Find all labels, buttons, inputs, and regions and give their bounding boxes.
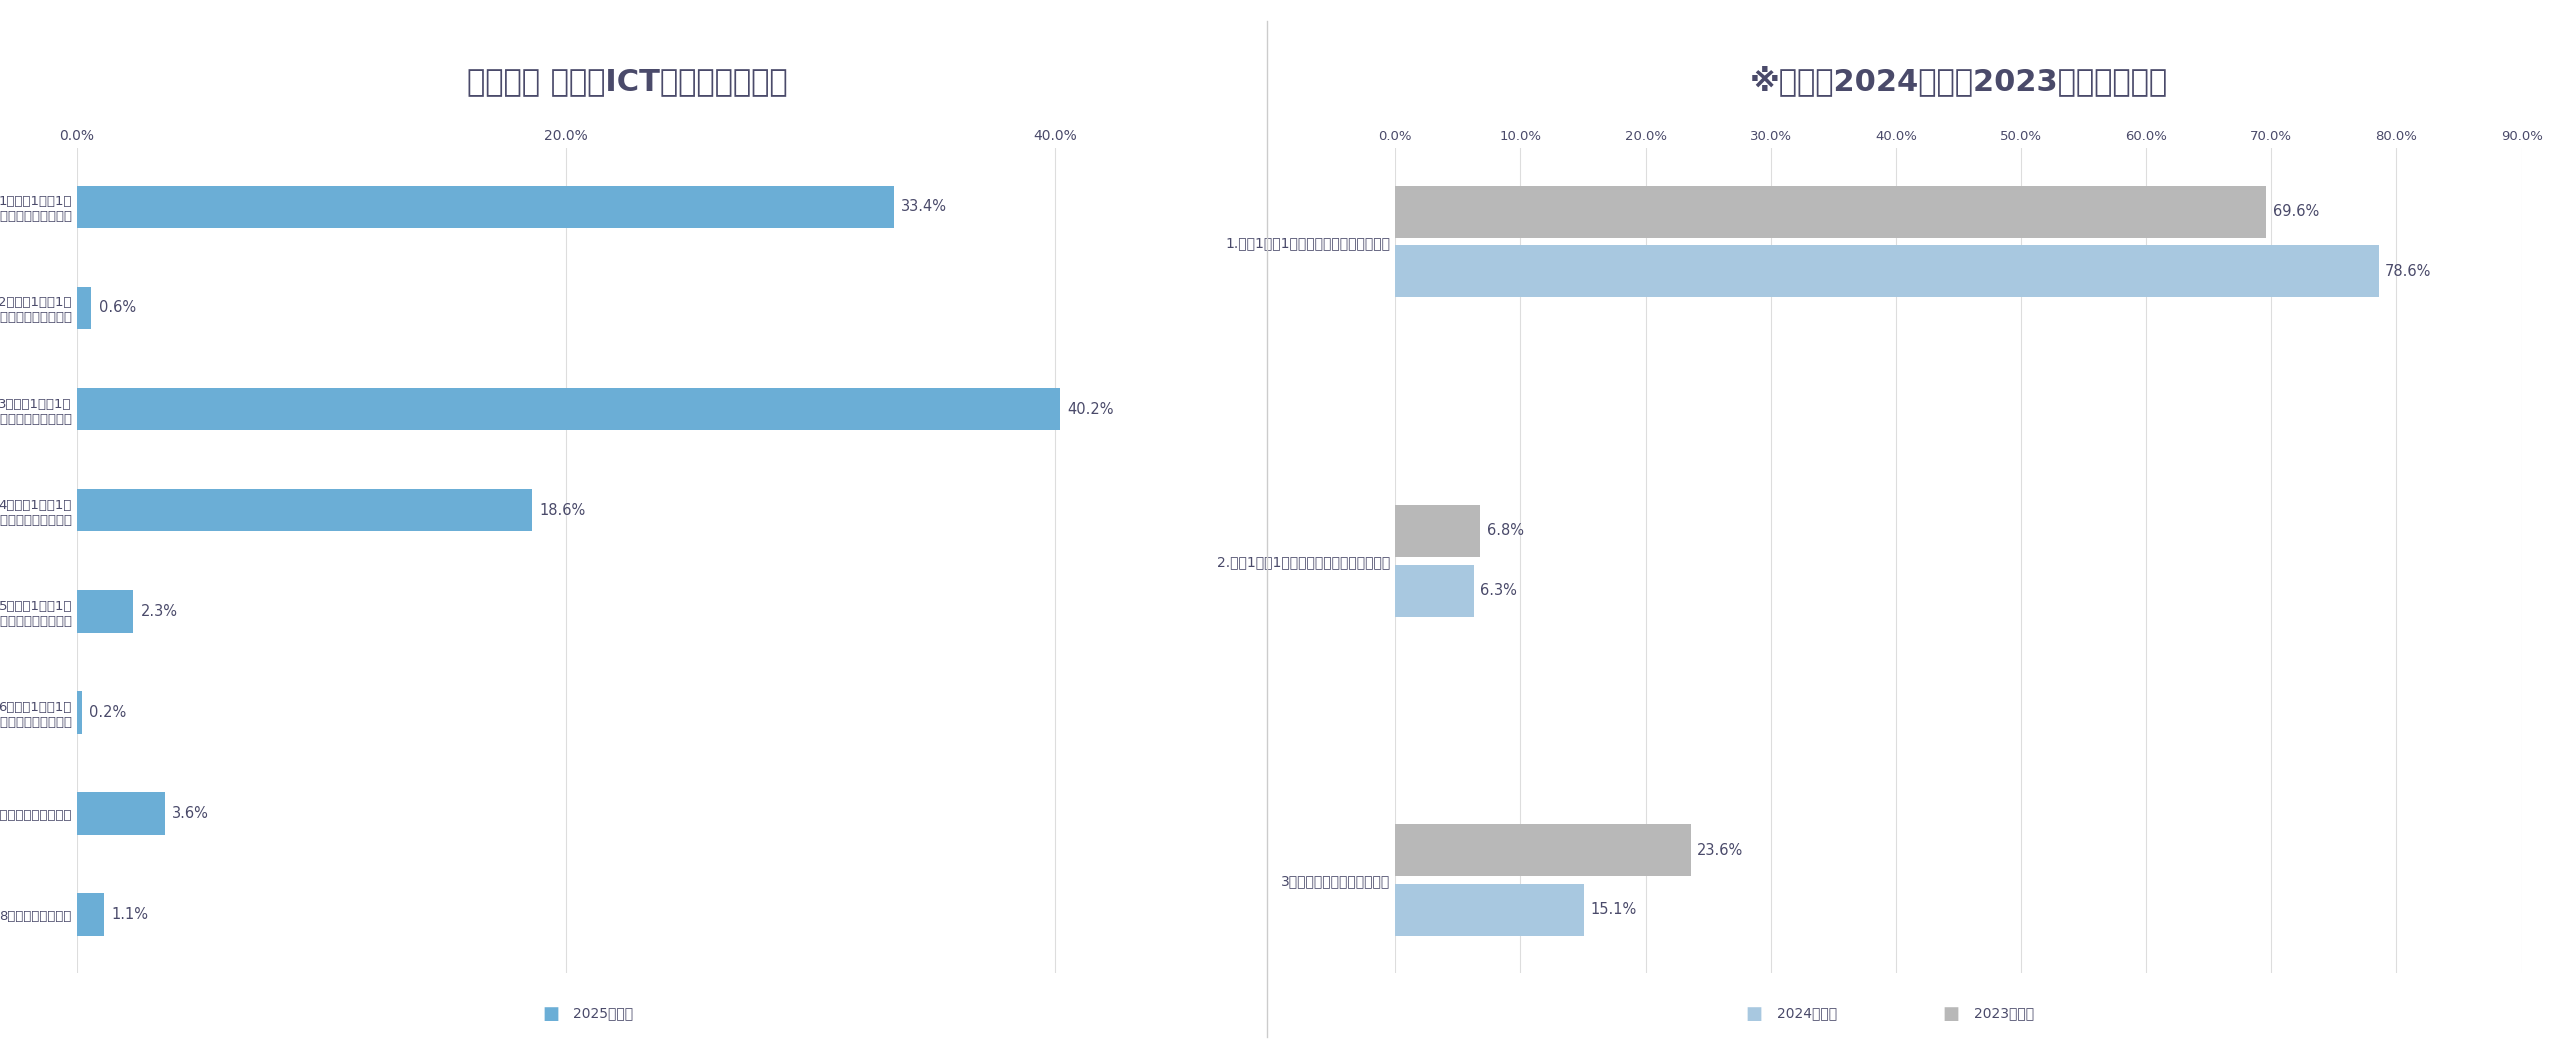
Text: 1.1%: 1.1%	[110, 907, 148, 923]
Bar	[77, 691, 82, 733]
Title: ※参考　2024年度・2023年度調査結果: ※参考 2024年度・2023年度調査結果	[1748, 65, 2168, 96]
Text: 0.2%: 0.2%	[90, 705, 125, 719]
Text: 3.6%: 3.6%	[172, 806, 210, 821]
Text: 2024選択率: 2024選択率	[1777, 1006, 1836, 1021]
Text: 6.8%: 6.8%	[1487, 524, 1523, 539]
Text: 2025選択率: 2025選択率	[573, 1006, 632, 1021]
Bar	[1395, 884, 1585, 936]
Text: 40.2%: 40.2%	[1068, 402, 1114, 417]
Bar	[1395, 245, 2378, 297]
Bar	[77, 590, 133, 633]
Bar	[1395, 824, 1690, 876]
Text: 18.6%: 18.6%	[540, 503, 586, 517]
Text: ■: ■	[543, 1004, 558, 1023]
Bar	[77, 489, 532, 531]
Text: 33.4%: 33.4%	[901, 199, 947, 215]
Text: 2.3%: 2.3%	[141, 604, 177, 619]
Text: 6.3%: 6.3%	[1480, 583, 1518, 598]
Text: 78.6%: 78.6%	[2386, 263, 2432, 279]
Text: 23.6%: 23.6%	[1697, 842, 1743, 858]
Bar	[1395, 565, 1475, 617]
Bar	[77, 893, 105, 936]
Text: 69.6%: 69.6%	[2273, 204, 2319, 219]
Text: ■: ■	[1746, 1004, 1761, 1023]
Bar	[77, 287, 92, 329]
Bar	[77, 185, 893, 229]
Text: 0.6%: 0.6%	[100, 300, 136, 315]
Bar	[1395, 505, 1480, 557]
Bar	[1395, 185, 2266, 237]
Bar	[77, 388, 1060, 431]
Text: 2023選択率: 2023選択率	[1974, 1006, 2033, 1021]
Bar	[77, 792, 164, 835]
Text: ■: ■	[1943, 1004, 1958, 1023]
Text: 15.1%: 15.1%	[1590, 902, 1636, 917]
Title: 〈図１〉 生徒用ICT端末の配備状況: 〈図１〉 生徒用ICT端末の配備状況	[466, 67, 788, 96]
